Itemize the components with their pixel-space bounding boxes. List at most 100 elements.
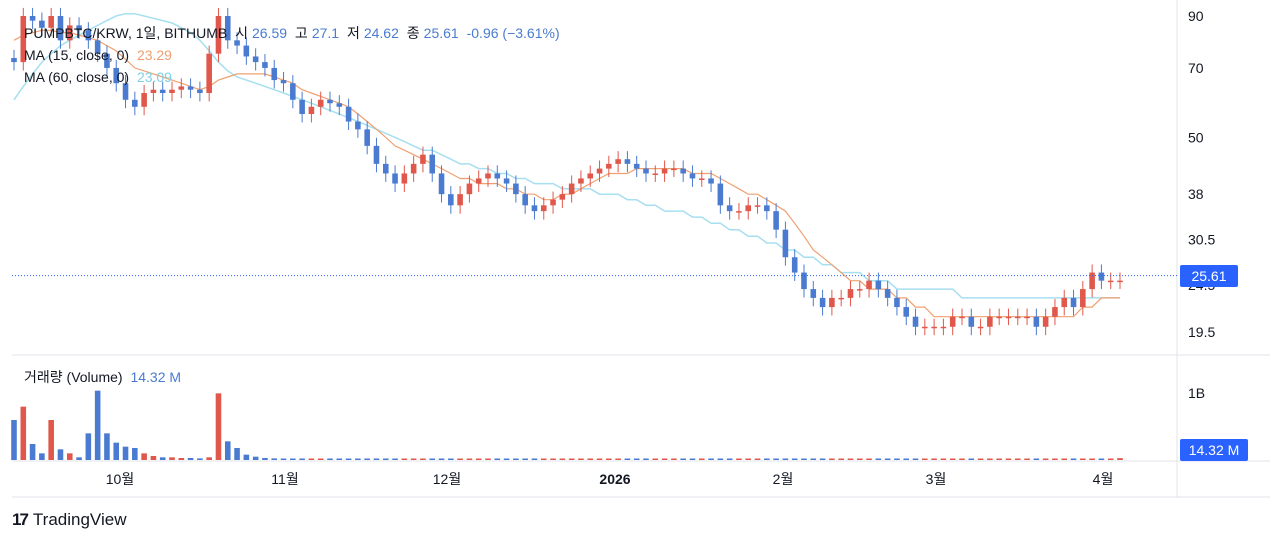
candle-body (643, 168, 649, 174)
volume-bar (903, 458, 910, 460)
candle-body (364, 129, 370, 146)
candle-body (132, 99, 138, 107)
candle-body (791, 257, 798, 273)
candle-body (187, 86, 194, 90)
time-axis-label: 3월 (926, 471, 947, 487)
time-axis-label: 11월 (271, 471, 298, 487)
candle-body (466, 183, 473, 195)
candle-body (76, 25, 82, 31)
volume-bar (791, 458, 798, 460)
price-tick-label: 50 (1188, 129, 1204, 145)
time-axis-label: 2월 (773, 471, 794, 487)
high-label: 고 (294, 25, 308, 41)
candle-body (494, 173, 501, 179)
volume-value: 14.32 M (130, 369, 182, 385)
volume-bar (559, 458, 566, 460)
candle-body (1014, 316, 1021, 319)
volume-bar (1061, 458, 1068, 460)
volume-bar (1014, 458, 1021, 460)
candle-body (1117, 280, 1123, 283)
high-value: 27.1 (311, 25, 340, 41)
volume-bar (949, 458, 956, 460)
time-axis-label: 12월 (433, 471, 461, 487)
candle-body (866, 280, 872, 290)
volume-bar (912, 458, 919, 460)
candle-body (85, 30, 92, 41)
candle-body (550, 199, 556, 206)
candle-body (959, 316, 965, 319)
volume-bar (643, 458, 649, 460)
candle-body (987, 316, 993, 327)
candle-body (652, 173, 659, 175)
candle-body (1033, 316, 1040, 327)
candle-body (420, 154, 426, 164)
volume-bar (234, 448, 240, 460)
candle-body (856, 289, 863, 291)
tradingview-brand[interactable]: 17 TradingView (12, 510, 126, 530)
volume-bar (829, 458, 835, 460)
candle-body (336, 103, 343, 107)
volume-bar (76, 457, 82, 460)
volume-bar (197, 458, 203, 460)
candle-body (150, 89, 157, 94)
price-tick-label: 90 (1188, 8, 1204, 24)
volume-bar (11, 420, 17, 460)
candle-body (234, 40, 240, 46)
volume-bar (327, 458, 333, 460)
ma15-value: 23.29 (136, 47, 172, 63)
candle-body (224, 16, 231, 41)
candle-body (169, 89, 175, 94)
volume-bar (940, 458, 947, 460)
volume-bar (355, 458, 361, 460)
volume-bar (838, 458, 844, 460)
candle-body (104, 53, 110, 68)
volume-bar (1107, 458, 1114, 460)
candle-body (1098, 272, 1105, 281)
volume-bar (624, 458, 631, 460)
candle-body (448, 194, 454, 206)
volume-bar (726, 458, 733, 460)
candle-body (29, 16, 36, 21)
volume-bar (336, 458, 343, 460)
volume-bar (671, 458, 677, 460)
volume-bar (141, 453, 147, 460)
candle-body (262, 62, 268, 68)
candle-body (996, 316, 1002, 319)
volume-bar (782, 458, 789, 460)
volume-bar (475, 458, 482, 460)
candle-body (392, 173, 398, 184)
volume-bar (596, 458, 603, 460)
ma60-value: 23.09 (136, 69, 172, 85)
candle-body (912, 316, 919, 327)
volume-bar (522, 458, 528, 460)
candle-body (1042, 316, 1049, 327)
candle-body (317, 99, 324, 107)
volume-bar (968, 458, 975, 460)
volume-bar (736, 458, 742, 460)
candle-body (726, 205, 733, 212)
candle-body (382, 163, 389, 174)
candle-body (847, 289, 854, 298)
volume-bar (57, 449, 64, 460)
volume-bar (29, 444, 36, 460)
candle-body (661, 168, 668, 174)
last-price-badge: 25.61 (1180, 265, 1238, 287)
candle-body (1024, 316, 1030, 319)
volume-bar (1024, 458, 1030, 460)
volume-bar (262, 458, 268, 460)
volume-bar (104, 433, 110, 460)
candle-body (280, 80, 287, 84)
volume-bar (392, 458, 398, 460)
candle-body (503, 178, 510, 184)
candle-body (819, 297, 826, 308)
close-value: 25.61 (423, 25, 459, 41)
volume-bar (550, 458, 556, 460)
candle-body (113, 67, 120, 84)
candle-body (708, 178, 714, 184)
ma15-line (13, 29, 1120, 318)
volume-bar (615, 458, 621, 460)
volume-bar (20, 406, 27, 460)
candle-body (345, 106, 352, 122)
volume-bar (773, 458, 779, 460)
